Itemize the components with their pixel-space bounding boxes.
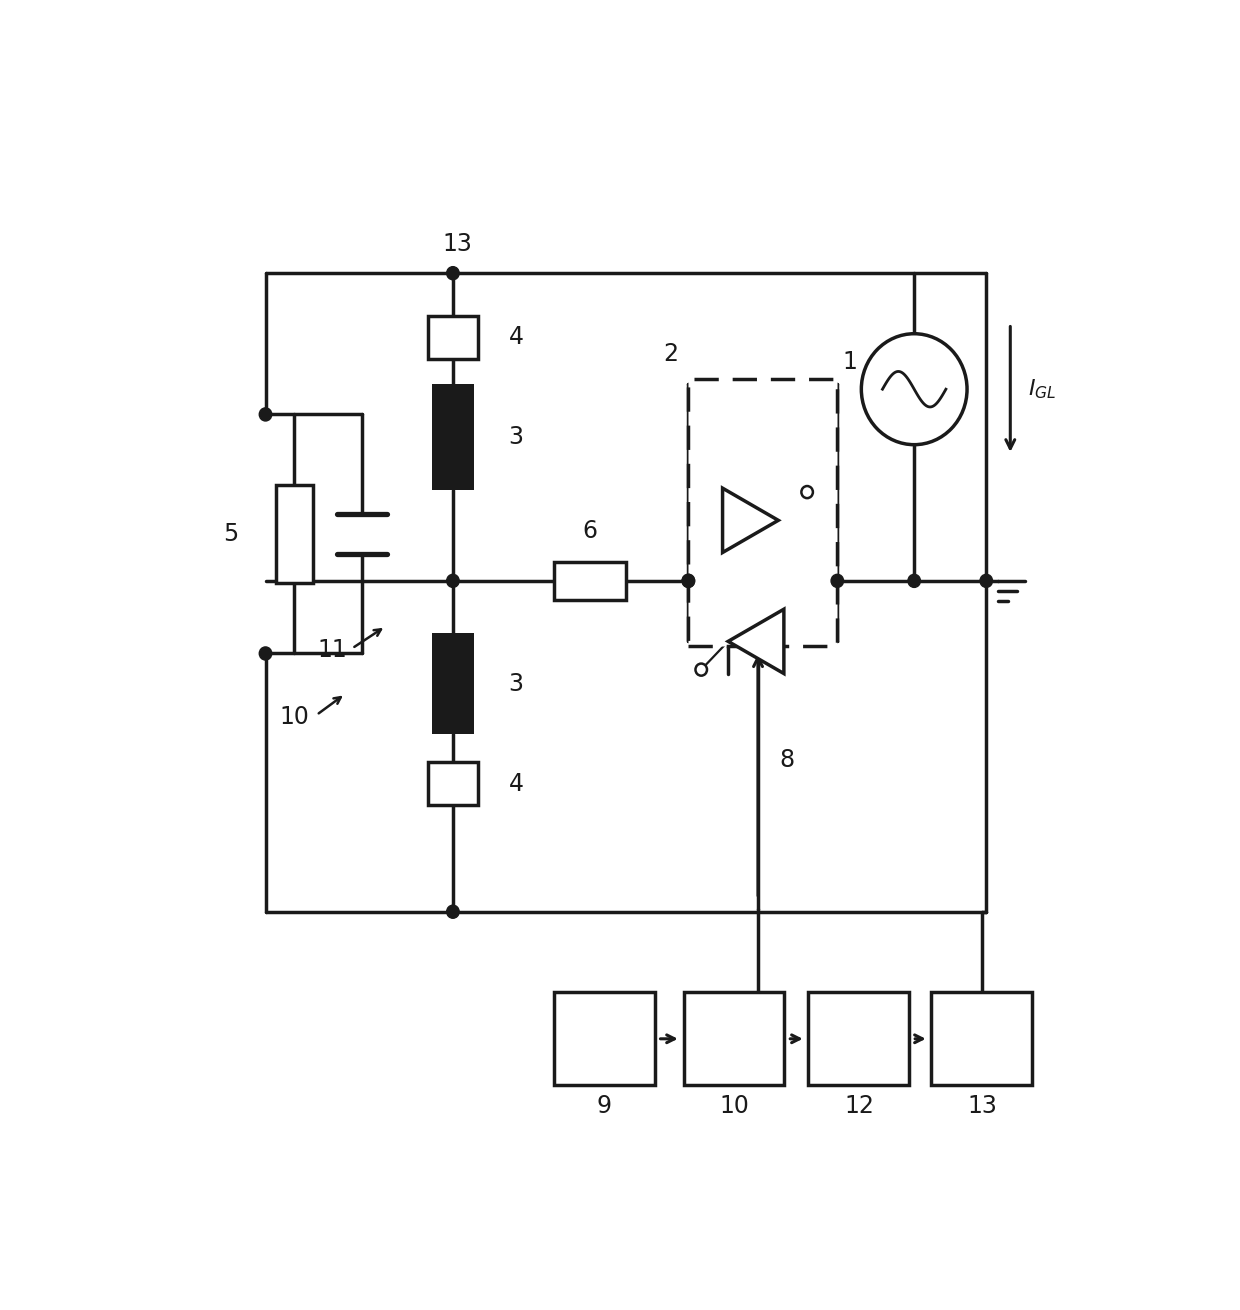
Bar — [931, 993, 1033, 1085]
Text: 8: 8 — [779, 748, 795, 773]
Circle shape — [696, 664, 707, 676]
Text: $I_{GL}$: $I_{GL}$ — [1028, 377, 1056, 401]
Bar — [554, 993, 655, 1085]
Circle shape — [259, 407, 272, 421]
Bar — [428, 316, 477, 359]
Text: 4: 4 — [508, 325, 523, 350]
Bar — [428, 762, 477, 804]
Circle shape — [682, 574, 694, 587]
Circle shape — [980, 574, 992, 587]
Text: 7: 7 — [796, 472, 811, 495]
Text: 10: 10 — [719, 1094, 749, 1119]
Text: 2: 2 — [663, 342, 678, 365]
Circle shape — [682, 574, 694, 587]
Text: 6: 6 — [583, 520, 598, 544]
Text: 4: 4 — [508, 772, 523, 795]
Polygon shape — [728, 609, 784, 673]
Text: 12: 12 — [844, 1094, 874, 1119]
Text: 3: 3 — [508, 426, 523, 449]
Text: 13: 13 — [443, 232, 472, 255]
Bar — [554, 562, 626, 600]
Circle shape — [259, 647, 272, 660]
Circle shape — [446, 905, 459, 918]
Bar — [808, 993, 909, 1085]
Text: 10: 10 — [279, 705, 309, 730]
Circle shape — [831, 574, 843, 587]
Text: 5: 5 — [223, 521, 238, 546]
Text: 13: 13 — [967, 1094, 997, 1119]
Text: 11: 11 — [317, 638, 347, 662]
Circle shape — [446, 267, 459, 280]
Circle shape — [446, 574, 459, 587]
Bar — [683, 993, 785, 1085]
Bar — [432, 633, 474, 734]
Circle shape — [801, 486, 813, 498]
Bar — [432, 384, 474, 490]
Circle shape — [862, 334, 967, 444]
Text: 1: 1 — [842, 350, 857, 375]
Text: 3: 3 — [508, 672, 523, 696]
Bar — [688, 379, 837, 646]
Bar — [277, 485, 312, 583]
Circle shape — [908, 574, 920, 587]
Polygon shape — [723, 489, 779, 553]
Text: 9: 9 — [596, 1094, 611, 1119]
